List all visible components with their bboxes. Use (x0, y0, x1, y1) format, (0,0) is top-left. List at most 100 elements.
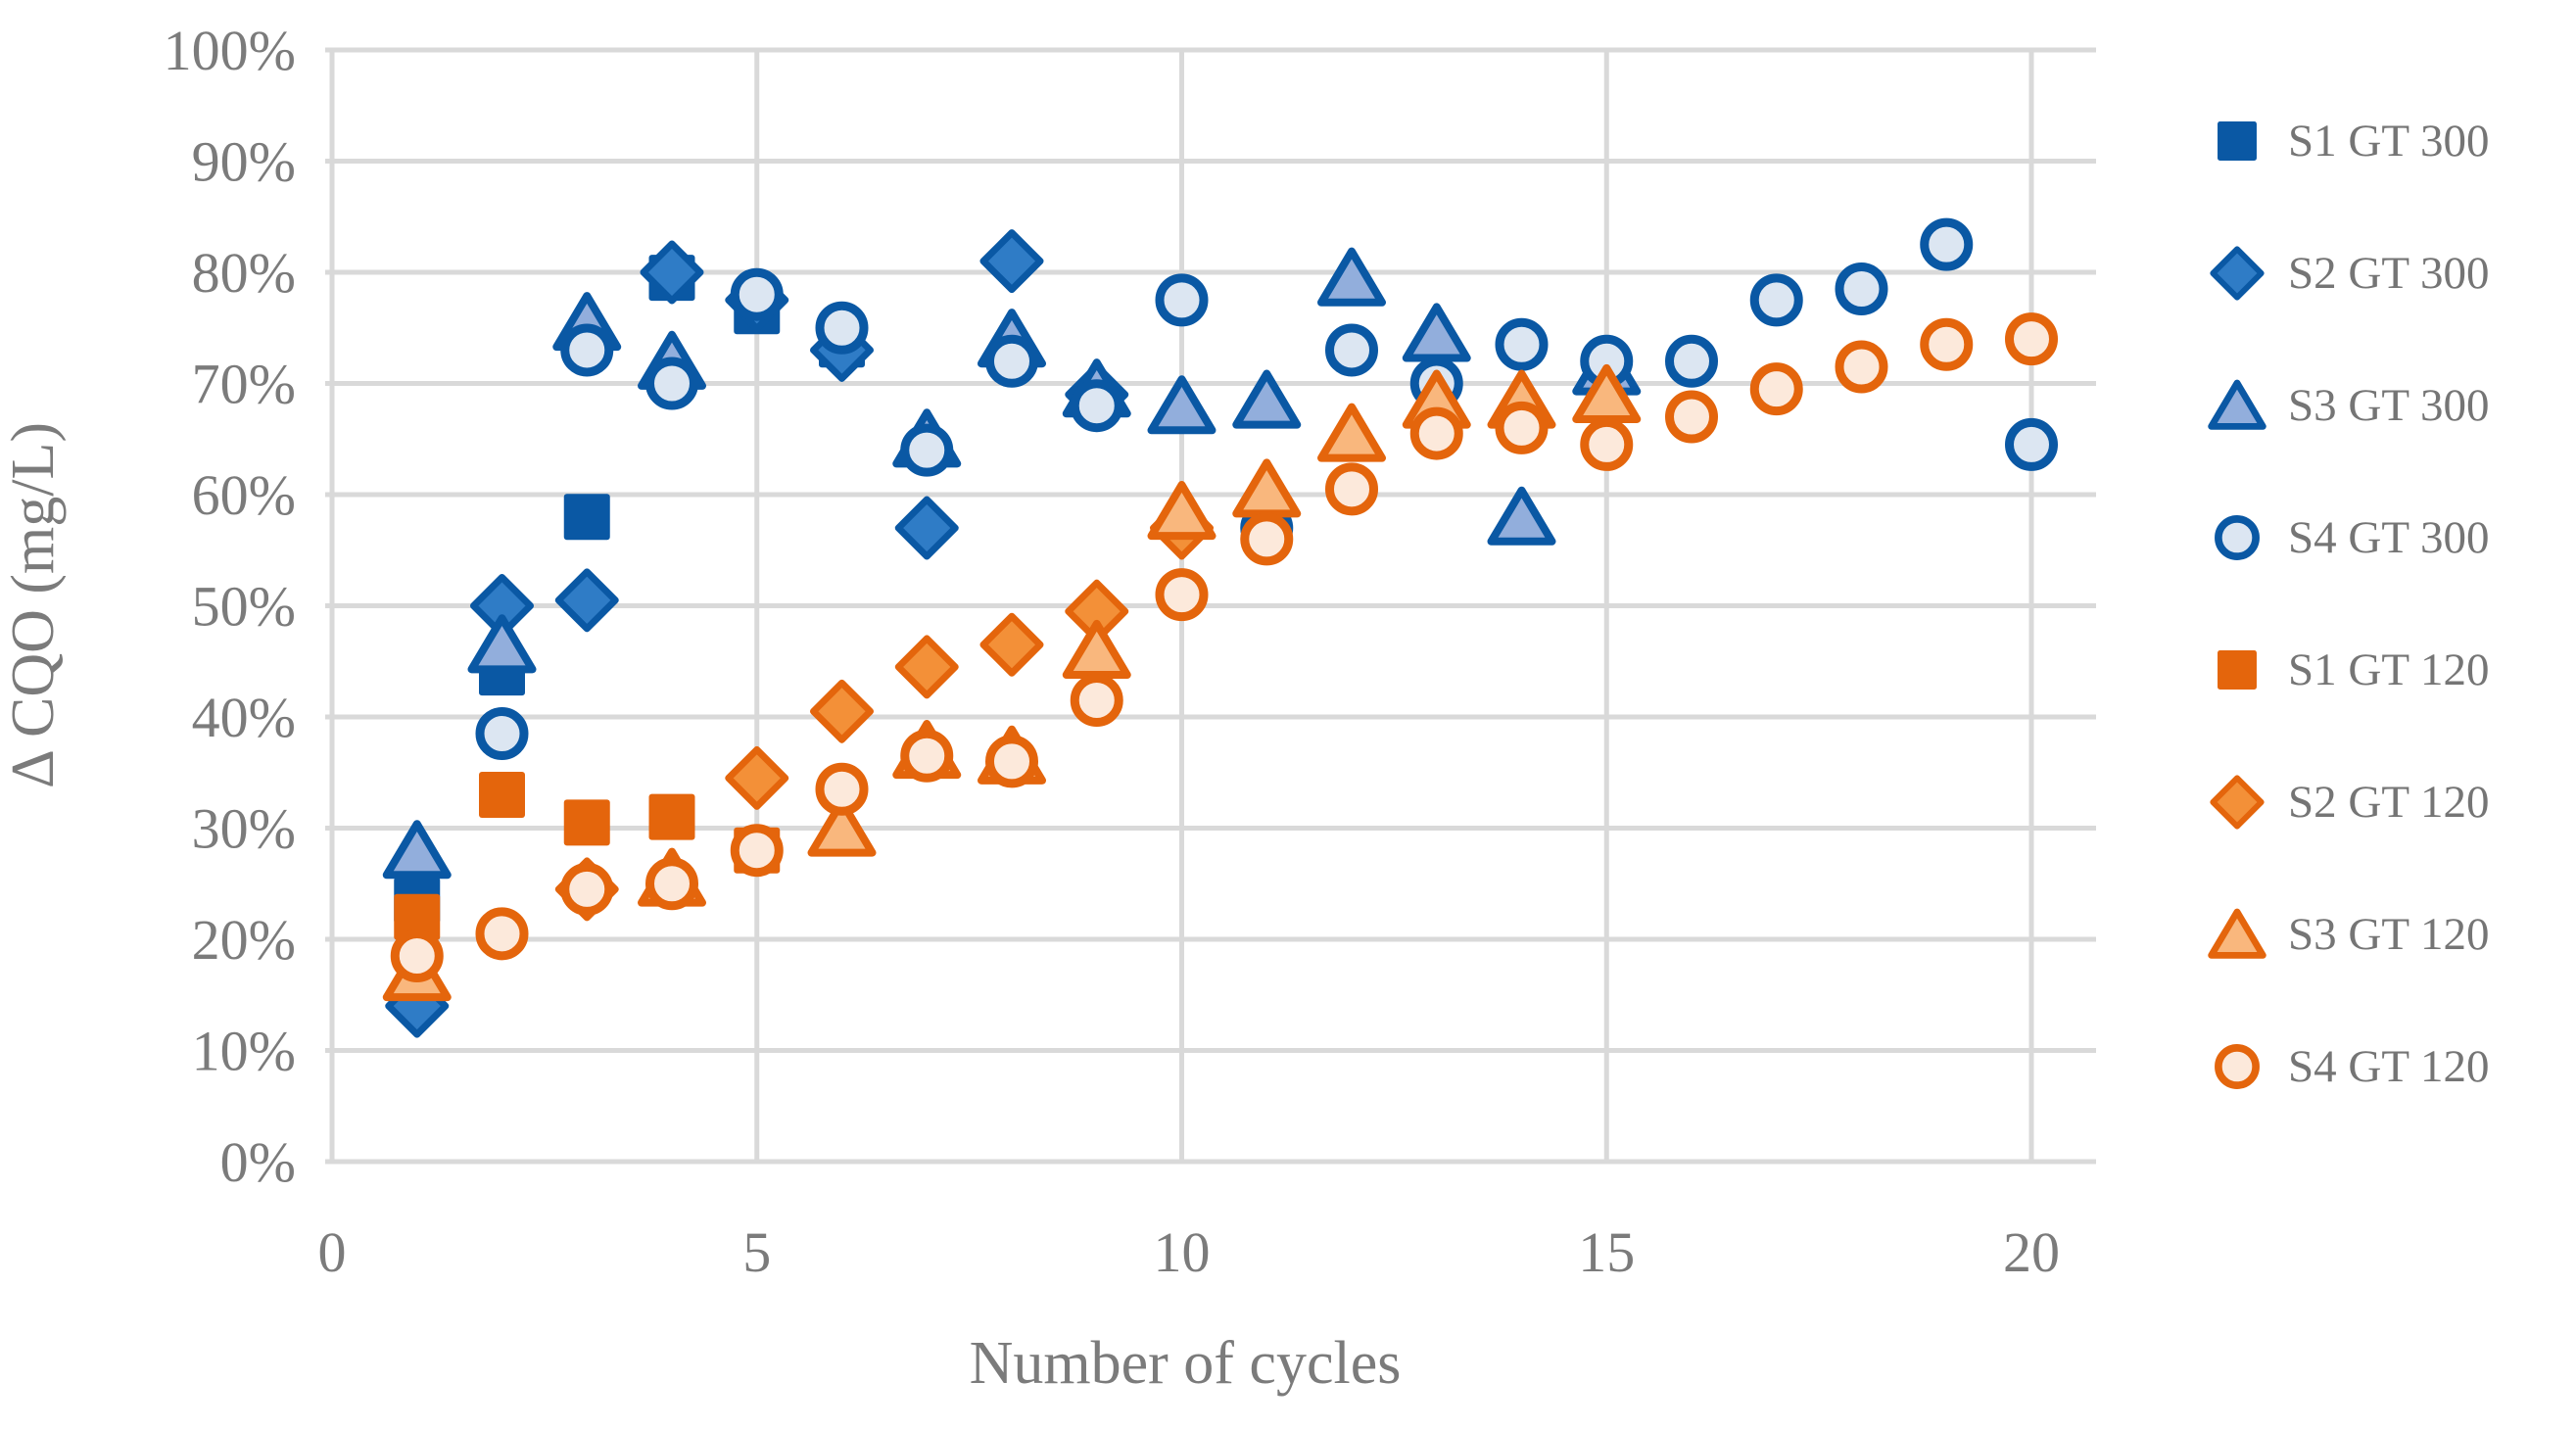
point-s4-gt-300 (900, 423, 954, 477)
legend-label: S3 GT 120 (2288, 908, 2490, 960)
point-s4-gt-120 (1409, 406, 1463, 460)
point-s4-gt-120 (390, 929, 444, 983)
point-s1-gt-120 (479, 771, 525, 818)
legend-label: S2 GT 300 (2288, 247, 2490, 299)
legend-marker (2210, 245, 2265, 301)
legend-label: S1 GT 120 (2288, 643, 2490, 695)
legend-marker (2218, 120, 2257, 161)
legend-label: S3 GT 300 (2288, 379, 2490, 431)
square-marker-icon (2218, 649, 2257, 690)
data-points (382, 217, 2058, 1038)
x-axis-title: Number of cycles (970, 1330, 1402, 1397)
point-s3-gt-120 (1232, 458, 1302, 518)
point-s4-gt-120 (2005, 312, 2058, 366)
legend-marker (2210, 774, 2265, 830)
point-s4-gt-120 (730, 824, 784, 878)
point-s3-gt-120 (807, 797, 877, 857)
point-s3-gt-300 (1232, 369, 1302, 429)
point-s4-gt-300 (2005, 417, 2058, 471)
circle-marker-icon (2215, 1043, 2260, 1089)
point-s2-gt-300 (554, 568, 619, 633)
x-tick-label: 15 (1578, 1220, 1635, 1284)
legend-item-s4-gt-120: S4 GT 120 (2206, 1000, 2489, 1132)
y-tick-label: 90% (192, 130, 296, 194)
point-s2-gt-300 (894, 496, 959, 560)
point-s3-gt-300 (1402, 303, 1471, 362)
point-s4-gt-300 (730, 267, 784, 321)
legend-label: S4 GT 120 (2288, 1040, 2490, 1092)
point-s4-gt-120 (1495, 401, 1549, 454)
legend-item-s2-gt-300: S2 GT 300 (2206, 207, 2489, 339)
point-s4-gt-300 (985, 334, 1038, 388)
point-s4-gt-300 (1749, 273, 1803, 327)
y-tick-label: 60% (192, 463, 296, 527)
y-tick-label: 10% (192, 1020, 296, 1083)
x-tick-label: 20 (2003, 1220, 2060, 1284)
square-marker-icon (2218, 120, 2257, 161)
legend-label: S4 GT 300 (2288, 511, 2490, 563)
point-s4-gt-120 (900, 729, 954, 783)
y-tick-label: 20% (192, 908, 296, 972)
point-s3-gt-120 (1062, 619, 1131, 680)
y-tick-label: 70% (192, 353, 296, 416)
point-s4-gt-300 (1835, 262, 1888, 316)
point-s1-gt-120 (563, 799, 610, 846)
point-s2-gt-120 (979, 612, 1044, 677)
point-s1-gt-300 (563, 494, 610, 541)
y-tick-label: 0% (220, 1130, 296, 1194)
point-s4-gt-120 (1580, 417, 1634, 471)
point-s4-gt-120 (1835, 340, 1888, 394)
y-tick-label: 50% (192, 575, 296, 639)
legend-label: S2 GT 120 (2288, 776, 2490, 828)
point-s4-gt-300 (475, 707, 529, 761)
point-s3-gt-300 (467, 614, 537, 674)
diamond-marker-icon (2210, 774, 2265, 830)
point-s4-gt-120 (1665, 390, 1718, 444)
circle-marker-icon (2215, 514, 2260, 560)
legend-marker (2218, 649, 2257, 690)
point-s4-gt-120 (1070, 673, 1123, 727)
point-s2-gt-120 (725, 745, 789, 810)
point-s4-gt-120 (985, 735, 1038, 788)
point-s4-gt-300 (1325, 323, 1378, 377)
point-s4-gt-120 (1749, 362, 1803, 416)
triangle-marker-icon (2208, 379, 2266, 430)
point-s3-gt-120 (1317, 403, 1386, 462)
point-s2-gt-120 (810, 679, 874, 743)
y-tick-label: 40% (192, 686, 296, 749)
y-tick-label: 100% (164, 19, 296, 82)
point-s4-gt-300 (815, 301, 869, 355)
legend-label: S1 GT 300 (2288, 115, 2490, 167)
legend-item-s4-gt-300: S4 GT 300 (2206, 471, 2489, 603)
triangle-marker-icon (2208, 908, 2266, 959)
point-s4-gt-120 (1325, 462, 1378, 516)
y-axis-title: Δ CQO (mg/L) (0, 422, 67, 788)
chart-legend: S1 GT 300 S2 GT 300 S3 GT 300 S4 GT 300 S1 G… (2206, 74, 2489, 1132)
point-s4-gt-300 (1495, 317, 1549, 371)
point-s2-gt-300 (640, 240, 704, 305)
y-tick-label: 80% (192, 241, 296, 305)
axis-tick-labels: 0% 10% 20% 30% 40% 50% 60% 70% 80% 90% 100% 0 5 10 15 2… (164, 19, 2060, 1284)
point-s4-gt-120 (1240, 512, 1294, 566)
point-s4-gt-300 (1070, 379, 1123, 433)
legend-item-s3-gt-120: S3 GT 120 (2206, 868, 2489, 1000)
legend-item-s1-gt-300: S1 GT 300 (2206, 74, 2489, 207)
point-s3-gt-300 (382, 820, 452, 880)
point-s3-gt-300 (1317, 247, 1386, 307)
legend-marker (2215, 514, 2260, 560)
y-tick-label: 30% (192, 797, 296, 861)
point-s4-gt-300 (1920, 217, 1974, 271)
legend-item-s3-gt-300: S3 GT 300 (2206, 339, 2489, 471)
legend-item-s1-gt-120: S1 GT 120 (2206, 603, 2489, 736)
point-s2-gt-300 (979, 229, 1044, 294)
point-s4-gt-120 (1155, 568, 1209, 622)
point-s3-gt-300 (1487, 486, 1556, 546)
point-s4-gt-300 (645, 357, 698, 410)
legend-marker (2208, 908, 2266, 959)
point-s4-gt-300 (560, 323, 614, 377)
legend-item-s2-gt-120: S2 GT 120 (2206, 736, 2489, 868)
legend-marker (2215, 1043, 2260, 1089)
diamond-marker-icon (2210, 245, 2265, 301)
